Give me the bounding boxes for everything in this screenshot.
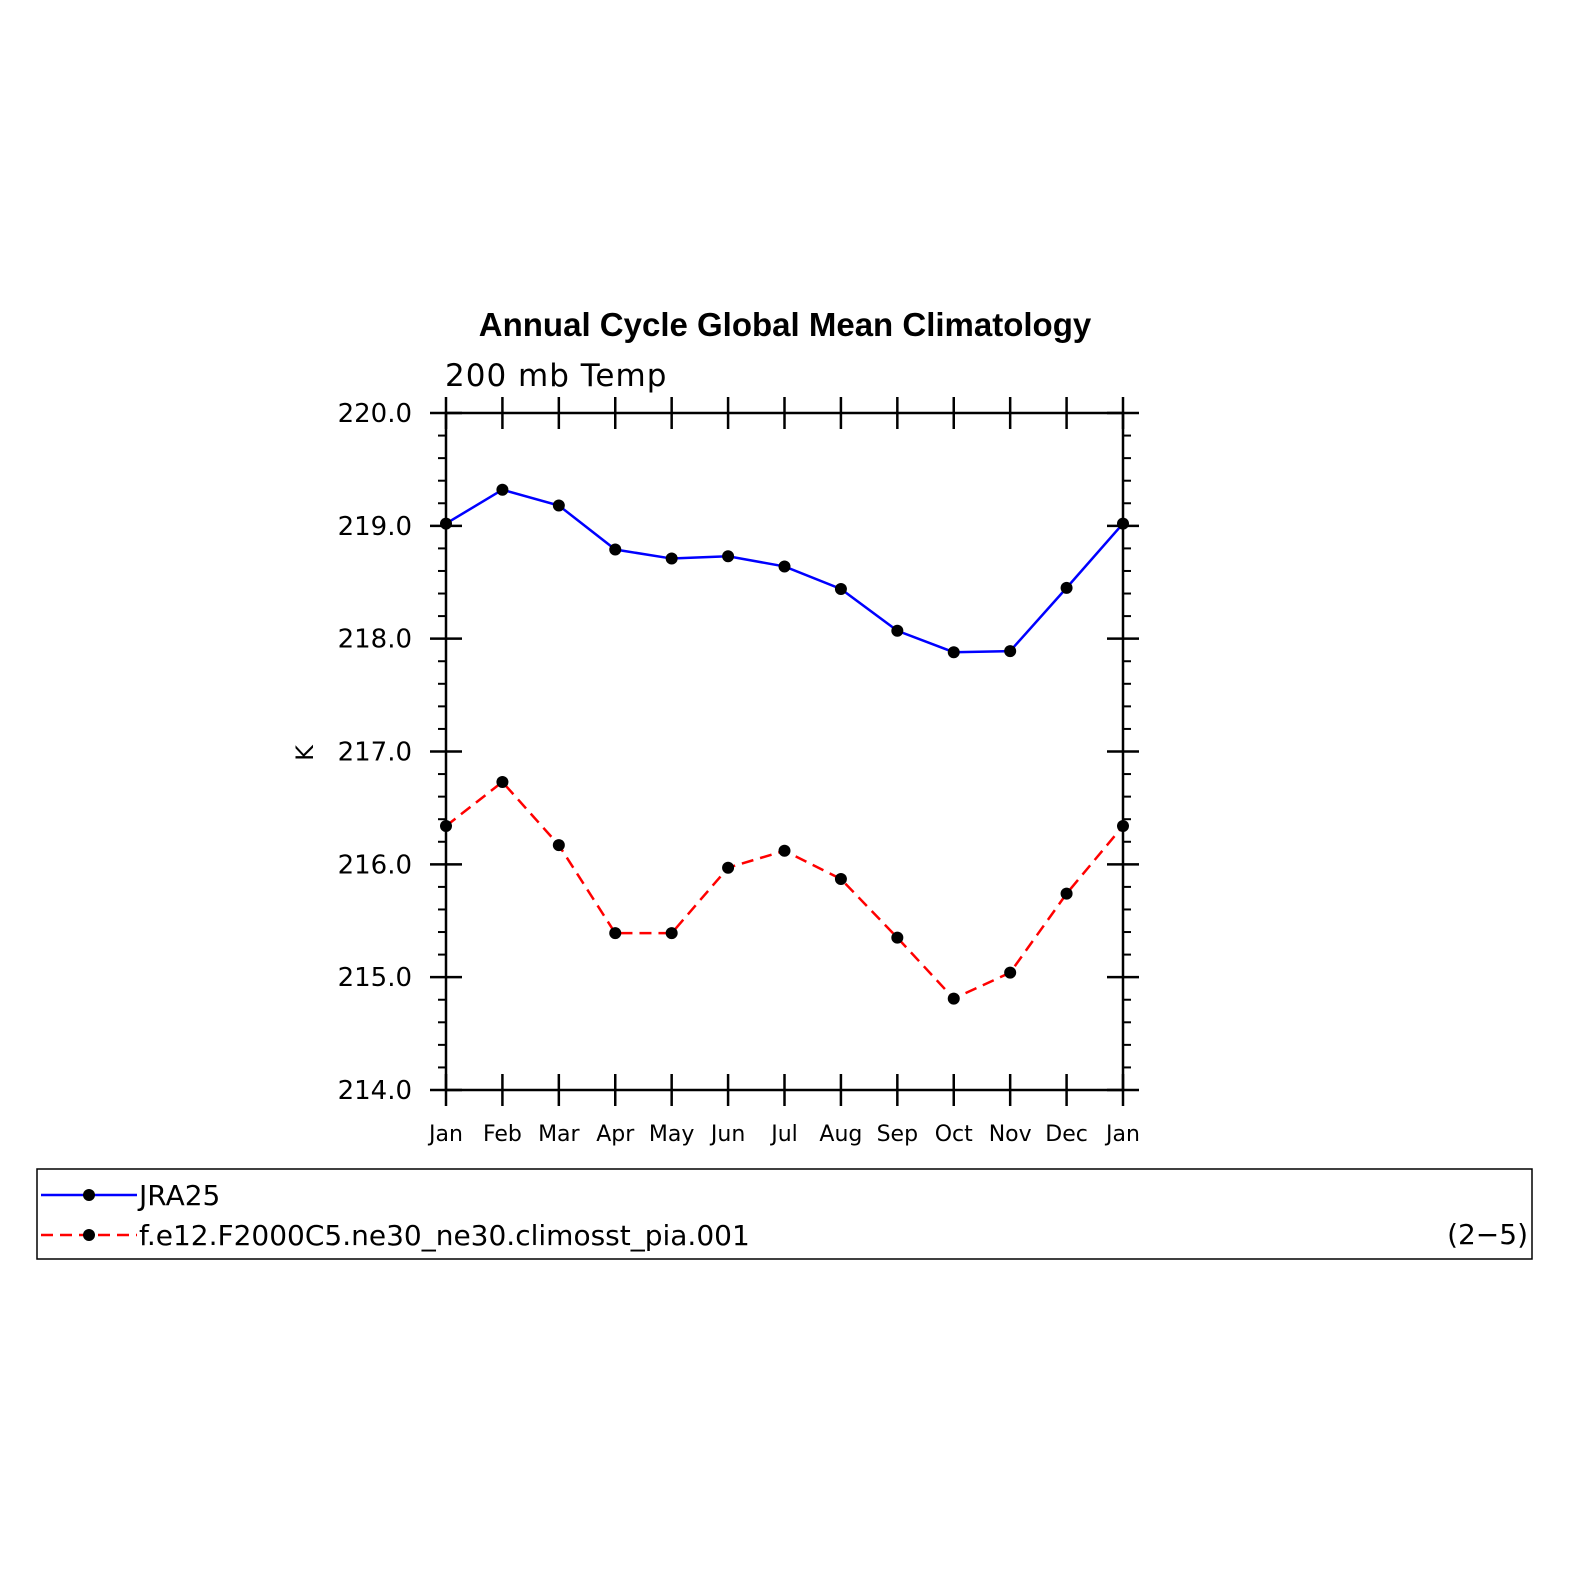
y-axis-label: K <box>291 744 319 761</box>
x-tick-label: Aug <box>819 1122 862 1147</box>
series-0-point <box>722 550 735 563</box>
series-0-point <box>947 646 960 659</box>
x-tick-label: Dec <box>1045 1122 1088 1147</box>
series-0-point <box>496 483 509 496</box>
y-tick-label: 217.0 <box>338 738 412 768</box>
series-0-point <box>891 624 904 637</box>
series-1-point <box>552 839 565 852</box>
series-1-point <box>891 931 904 944</box>
y-tick-label: 215.0 <box>338 963 412 993</box>
y-tick-label: 216.0 <box>338 850 412 880</box>
series-0-point <box>552 499 565 512</box>
series-0-point <box>665 552 678 565</box>
chart-subtitle: 200 mb Temp <box>445 358 667 394</box>
series-0-point <box>440 517 452 530</box>
series-1-point <box>1060 887 1073 900</box>
plot-frame <box>444 411 1125 1092</box>
series-1-point <box>665 927 678 940</box>
plot-series <box>440 483 1129 1005</box>
legend-marker-1 <box>83 1229 95 1241</box>
series-1-point <box>834 873 847 886</box>
series-1-point <box>609 927 622 940</box>
y-tick-label: 220.0 <box>338 399 412 429</box>
series-1-point <box>722 861 735 874</box>
legend-label-0: JRA25 <box>137 1179 220 1212</box>
x-tick-label: Feb <box>483 1122 522 1147</box>
series-1-point <box>496 775 509 788</box>
legend: JRA25 f.e12.F2000C5.ne30_ne30.climosst_pi… <box>36 1168 1533 1260</box>
series-0-point <box>778 560 791 573</box>
x-tick-label: Nov <box>989 1122 1032 1147</box>
legend-frame <box>36 1168 1533 1260</box>
x-tick-label: Mar <box>538 1122 580 1147</box>
x-tick-label: Jan <box>1104 1122 1140 1147</box>
y-tick-label: 218.0 <box>338 625 412 655</box>
x-tick-label: Apr <box>596 1122 635 1147</box>
series-0-point <box>1117 517 1129 530</box>
series-0-point <box>834 583 847 596</box>
series-1-point <box>1117 819 1129 832</box>
series-1-point <box>440 819 452 832</box>
series-line-1 <box>445 780 1124 1001</box>
series-1-point <box>778 844 791 857</box>
series-0-point <box>1004 645 1017 658</box>
series-1-point <box>1004 966 1017 979</box>
x-tick-label: Oct <box>935 1122 973 1147</box>
y-tick-label: 219.0 <box>338 512 412 542</box>
y-tick-label: 214.0 <box>338 1076 412 1106</box>
series-1-point <box>947 992 960 1005</box>
series-0-point <box>1060 581 1073 594</box>
x-tick-label: Sep <box>877 1122 918 1147</box>
series-0-point <box>609 543 622 556</box>
panel-label: (2−5) <box>1447 1218 1528 1251</box>
x-tick-label: Jan <box>427 1122 463 1147</box>
legend-label-1: f.e12.F2000C5.ne30_ne30.climosst_pia.001 <box>139 1219 750 1252</box>
x-tick-label: Jul <box>769 1122 798 1147</box>
x-tick-label: May <box>649 1122 694 1147</box>
x-tick-label: Jun <box>709 1122 745 1147</box>
plot-axes: 214.0 215.0 216.0 217.0 218.0 219.0 220.0 Jan Fe… <box>338 397 1140 1147</box>
chart-title: Annual Cycle Global Mean Climatology <box>479 306 1092 343</box>
legend-marker-0 <box>83 1189 95 1201</box>
